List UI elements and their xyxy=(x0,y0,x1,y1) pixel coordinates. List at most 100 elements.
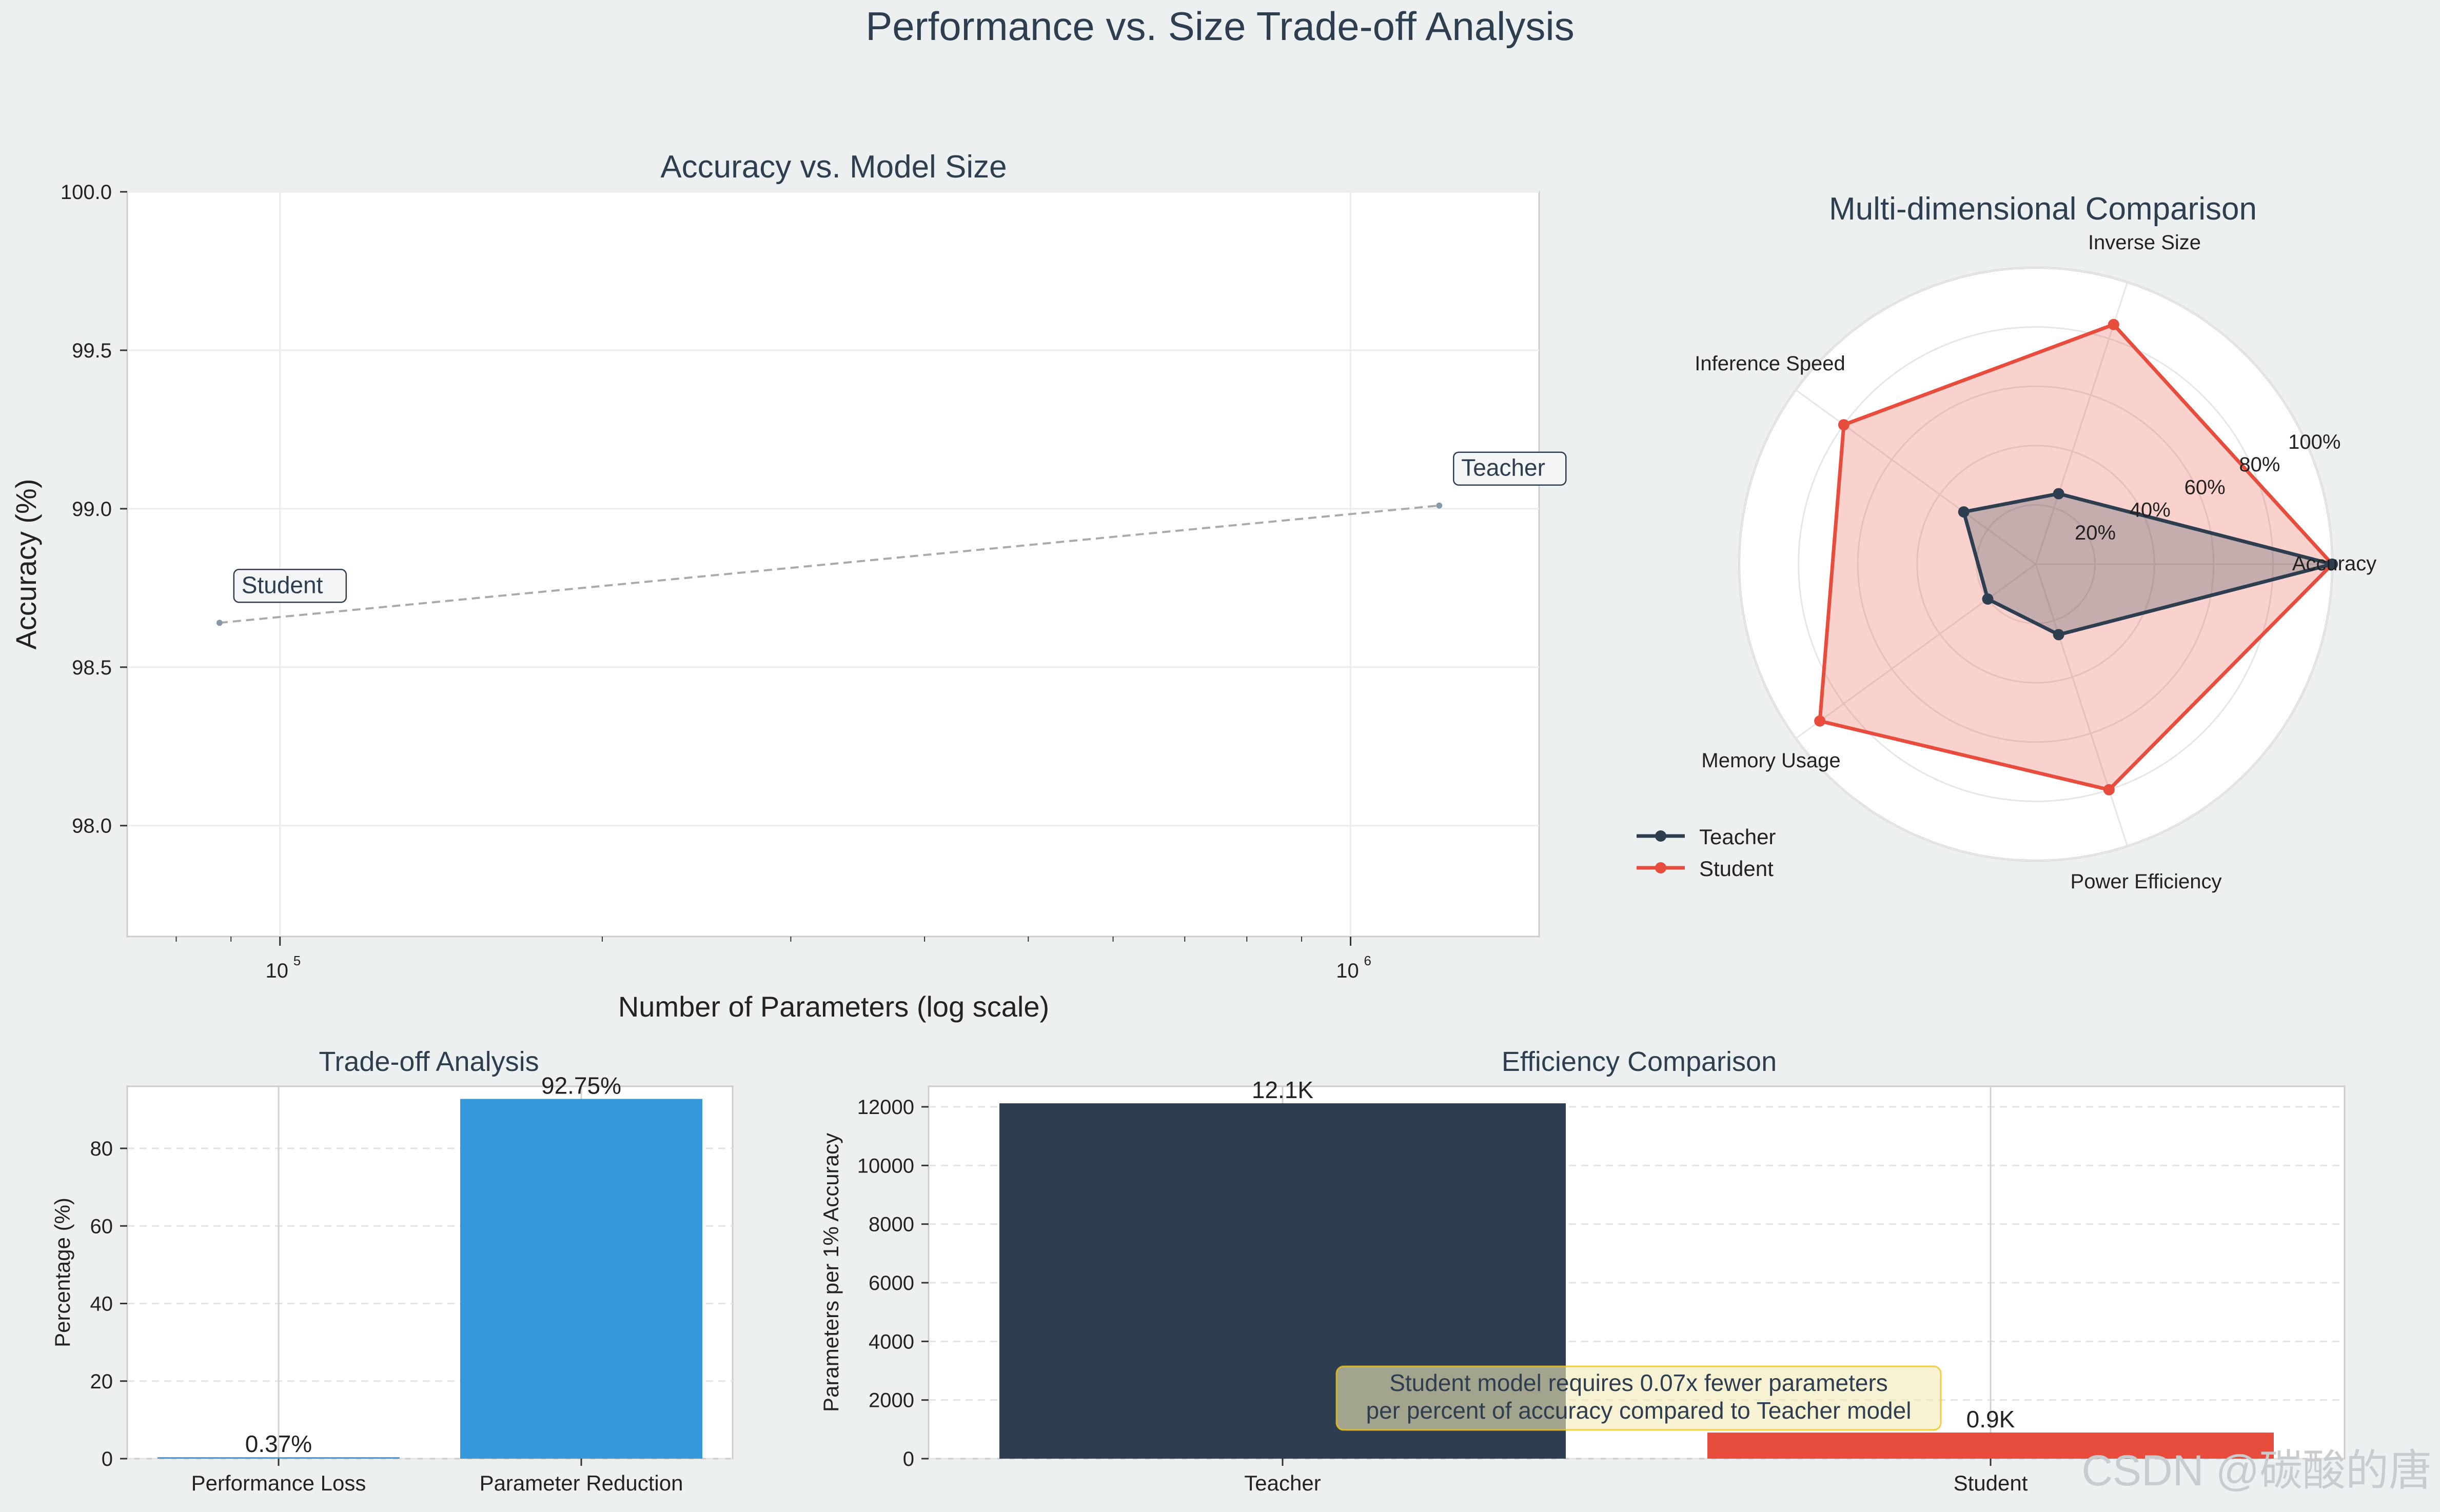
x-tick-label: Performance Loss xyxy=(191,1471,366,1495)
y-tick-label: 4000 xyxy=(869,1330,914,1353)
point-label-student: Student xyxy=(242,571,323,598)
y-tick-label: 98.5 xyxy=(72,656,112,679)
x-tick-label: 10 xyxy=(265,960,288,982)
legend-student-marker xyxy=(1655,862,1666,873)
accuracy-size-y-ticks: 98.0 98.5 99.0 99.5 100.0 xyxy=(61,181,127,838)
radar-axis-labels: Accuracy Inverse Size Inference Speed Memor… xyxy=(1695,231,2376,893)
radar-fill-teacher xyxy=(1963,493,2332,635)
bar-value-label: 0.9K xyxy=(1966,1406,2015,1433)
radar-spoke xyxy=(1795,563,2036,739)
radar-point-student xyxy=(2108,319,2119,330)
radar-axis-label: Power Efficiency xyxy=(2071,870,2222,893)
accuracy-size-xlabel: Number of Parameters (log scale) xyxy=(618,990,1049,1023)
y-tick-label: 40 xyxy=(90,1293,113,1316)
accuracy-size-title: Accuracy vs. Model Size xyxy=(660,149,1007,185)
radar-legend: Teacher Student xyxy=(1637,825,1776,881)
efficiency-ylabel: Parameters per 1% Accuracy xyxy=(819,1133,843,1412)
tradeoff-title: Trade-off Analysis xyxy=(319,1046,539,1077)
bar-student xyxy=(1707,1433,2274,1459)
point-student xyxy=(216,620,223,626)
x-tick-label: Student xyxy=(1954,1471,2028,1495)
tradeoff-panel: Trade-off Analysis 0 20 40 60 80 0.37% Perfor… xyxy=(50,1046,734,1495)
y-tick-label: 100.0 xyxy=(61,181,112,204)
radar-axis-label: Memory Usage xyxy=(1701,749,1840,772)
bar-performance-loss xyxy=(158,1457,400,1459)
y-tick-label: 0 xyxy=(102,1448,113,1470)
efficiency-annotation: Student model requires 0.07x fewer param… xyxy=(1335,1365,1942,1431)
annotation-line-1: Student model requires 0.07x fewer param… xyxy=(1389,1369,1888,1396)
radar-radial-tick: 60% xyxy=(2185,476,2226,499)
radar-line-student xyxy=(1818,323,2334,792)
figure-title: Performance vs. Size Trade-off Analysis xyxy=(865,4,1575,49)
legend-teacher-label: Teacher xyxy=(1699,825,1776,849)
radar-spoke xyxy=(1795,389,2036,565)
tradeoff-bars: 0.37% Performance Loss 92.75% Parameter Red… xyxy=(158,1072,702,1495)
y-tick-label: 20 xyxy=(90,1370,113,1393)
y-tick-label: 98.0 xyxy=(72,815,112,838)
legend-teacher-marker xyxy=(1655,830,1666,842)
y-tick-label: 80 xyxy=(90,1138,113,1160)
y-tick-label: 60 xyxy=(90,1215,113,1238)
watermark: CSDN @碳酸的唐 xyxy=(2081,1446,2432,1495)
y-tick-label: 8000 xyxy=(869,1213,914,1236)
radar-fill-student xyxy=(1820,324,2332,790)
radar-radial-tick: 20% xyxy=(2075,522,2116,544)
y-tick-label: 0 xyxy=(903,1448,914,1470)
radar-radial-tick: 100% xyxy=(2288,431,2340,453)
y-tick-label: 10000 xyxy=(857,1155,914,1177)
radar-axis-label: Inference Speed xyxy=(1695,352,1845,375)
y-tick-label: 6000 xyxy=(869,1272,914,1295)
radar-point-teacher xyxy=(2053,629,2064,641)
radar-radial-tick: 80% xyxy=(2239,453,2280,476)
radar-axis-label: Accuracy xyxy=(2292,552,2377,575)
x-tick-exponent: 6 xyxy=(1364,953,1371,968)
radar-point-teacher xyxy=(2327,559,2338,570)
bar-value-label: 0.37% xyxy=(245,1430,312,1457)
y-tick-label: 12000 xyxy=(857,1096,914,1119)
radar-radial-tick: 40% xyxy=(2130,499,2171,522)
bar-parameter-reduction xyxy=(460,1099,702,1459)
efficiency-title: Efficiency Comparison xyxy=(1502,1046,1777,1077)
point-teacher xyxy=(1436,502,1443,509)
annotation-line-2: per percent of accuracy compared to Teac… xyxy=(1366,1397,1912,1424)
radar-axis-label: Inverse Size xyxy=(2088,231,2201,254)
bar-value-label: 12.1K xyxy=(1252,1077,1314,1103)
efficiency-y-ticks: 0 2000 4000 6000 8000 10000 12000 xyxy=(857,1096,929,1470)
x-tick-exponent: 5 xyxy=(293,953,301,968)
radar-point-teacher xyxy=(1982,593,1994,605)
accuracy-size-panel: Accuracy vs. Model Size 98.0 98.5 99.0 99.5… xyxy=(10,149,1567,1023)
accuracy-size-grid xyxy=(127,191,1539,937)
radar-spoke xyxy=(2035,564,2129,847)
radar-point-teacher xyxy=(1958,506,1970,518)
accuracy-size-minor-ticks xyxy=(175,937,1303,942)
annotation-box xyxy=(1335,1365,1942,1431)
point-label-box xyxy=(233,569,347,603)
legend-student-label: Student xyxy=(1699,857,1774,881)
y-tick-label: 99.0 xyxy=(72,498,112,521)
radar-radial-ticks: 20% 40% 60% 80% 100% xyxy=(2075,431,2340,544)
point-label-box xyxy=(1453,451,1567,486)
point-label-teacher: Teacher xyxy=(1461,454,1545,481)
accuracy-size-points: Teacher Student xyxy=(216,451,1567,626)
bar-value-label: 92.75% xyxy=(541,1072,621,1099)
tradeoff-ylabel: Percentage (%) xyxy=(50,1198,74,1347)
x-tick-label: Teacher xyxy=(1244,1471,1321,1495)
teacher-student-connector xyxy=(219,504,1440,624)
x-tick-label: Parameter Reduction xyxy=(480,1471,683,1495)
accuracy-size-x-ticks: 10 5 10 6 xyxy=(265,937,1371,982)
accuracy-size-ylabel: Accuracy (%) xyxy=(10,479,42,650)
radar-point-student xyxy=(1838,419,1849,431)
efficiency-panel: Efficiency Comparison 0 2000 4000 6000 8000 1… xyxy=(819,1046,2346,1495)
y-tick-label: 2000 xyxy=(869,1389,914,1412)
radar-point-student xyxy=(2103,784,2115,795)
tradeoff-y-ticks: 0 20 40 60 80 xyxy=(90,1138,127,1470)
radar-point-teacher xyxy=(2053,488,2064,500)
radar-line-teacher xyxy=(1962,492,2334,636)
x-tick-label: 10 xyxy=(1336,960,1359,982)
y-tick-label: 99.5 xyxy=(72,340,112,362)
radar-series xyxy=(1814,319,2338,795)
radar-point-student xyxy=(1814,715,1826,727)
radar-panel: Multi-dimensional Comparison Accuracy Inv… xyxy=(1637,191,2376,893)
radar-title: Multi-dimensional Comparison xyxy=(1829,191,2257,227)
